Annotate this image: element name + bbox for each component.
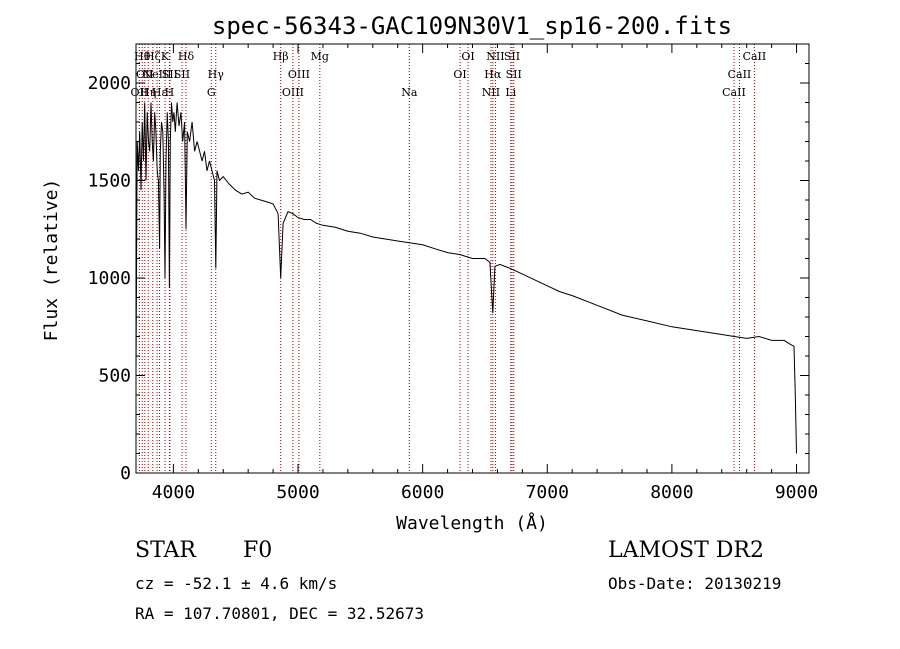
emission-line-markers (138, 44, 755, 473)
redshift-info: cz = -52.1 ± 4.6 km/s (135, 574, 338, 593)
line-label-7: K (161, 50, 170, 63)
line-label-13: Hγ (208, 68, 225, 81)
line-label-21: NII (482, 86, 500, 99)
x-axis-label: Wavelength (Å) (396, 512, 548, 534)
y-tick-label-4: 2000 (88, 73, 131, 94)
line-label-0: OII (131, 86, 149, 99)
coordinates-info: RA = 107.70801, DEC = 32.52673 (135, 604, 424, 623)
line-label-29: CaII (743, 50, 767, 63)
y-axis: 0 500 1000 1500 2000 (88, 43, 809, 484)
x-tick-label-1: 5000 (276, 482, 319, 503)
line-label-2: OII (136, 68, 154, 81)
x-tick-label-3: 7000 (526, 482, 569, 503)
y-tick-label-2: 1000 (88, 268, 131, 289)
x-tick-label-0: 4000 (152, 482, 195, 503)
line-label-26: SII (506, 68, 522, 81)
x-axis: 4000 5000 6000 7000 8000 9000 (152, 44, 818, 503)
line-label-8: H (165, 86, 175, 99)
line-label-19: OI (453, 68, 466, 81)
spectrum-line (135, 102, 797, 454)
x-tick-label-2: 6000 (401, 482, 444, 503)
emission-line-labels: OIIHθOIIHηHζNeIIIHεKHSIISIIHδGHγHβOIIIOI… (131, 50, 767, 99)
line-label-23: NII (486, 50, 504, 63)
line-label-24: Li (505, 86, 516, 99)
object-subclass: F0 (243, 538, 273, 563)
line-label-10: SII (174, 68, 190, 81)
line-label-3: Hη (140, 86, 156, 99)
line-label-5: NeIII (142, 68, 171, 81)
line-label-12: G (207, 86, 216, 99)
object-class: STAR (135, 538, 196, 563)
line-label-28: CaII (728, 68, 752, 81)
line-label-17: Mg (311, 50, 329, 63)
line-label-18: Na (401, 86, 418, 99)
line-label-14: Hβ (273, 50, 289, 63)
y-tick-label-0: 0 (120, 463, 131, 484)
chart-title: spec-56343-GAC109N30V1_sp16-200.fits (212, 12, 732, 40)
line-label-9: SII (162, 68, 178, 81)
x-tick-label-4: 8000 (650, 482, 693, 503)
y-tick-label-1: 500 (98, 366, 131, 387)
survey-name: LAMOST DR2 (608, 538, 764, 563)
line-label-16: OIII (288, 68, 310, 81)
line-label-15: OIII (282, 86, 304, 99)
x-tick-label-5: 9000 (775, 482, 818, 503)
y-tick-label-3: 1500 (88, 171, 131, 192)
observation-date: Obs-Date: 20130219 (608, 574, 782, 593)
y-axis-label: Flux (relative) (41, 179, 62, 342)
line-label-11: Hδ (178, 50, 195, 63)
line-label-1: Hθ (134, 50, 151, 63)
line-label-25: SII (504, 50, 520, 63)
line-label-27: CaII (722, 86, 746, 99)
line-label-6: Hε (152, 86, 168, 99)
spectrum-series (135, 102, 797, 454)
line-label-4: Hζ (145, 50, 161, 63)
line-label-20: OI (461, 50, 474, 63)
line-label-22: Hα (484, 68, 502, 81)
